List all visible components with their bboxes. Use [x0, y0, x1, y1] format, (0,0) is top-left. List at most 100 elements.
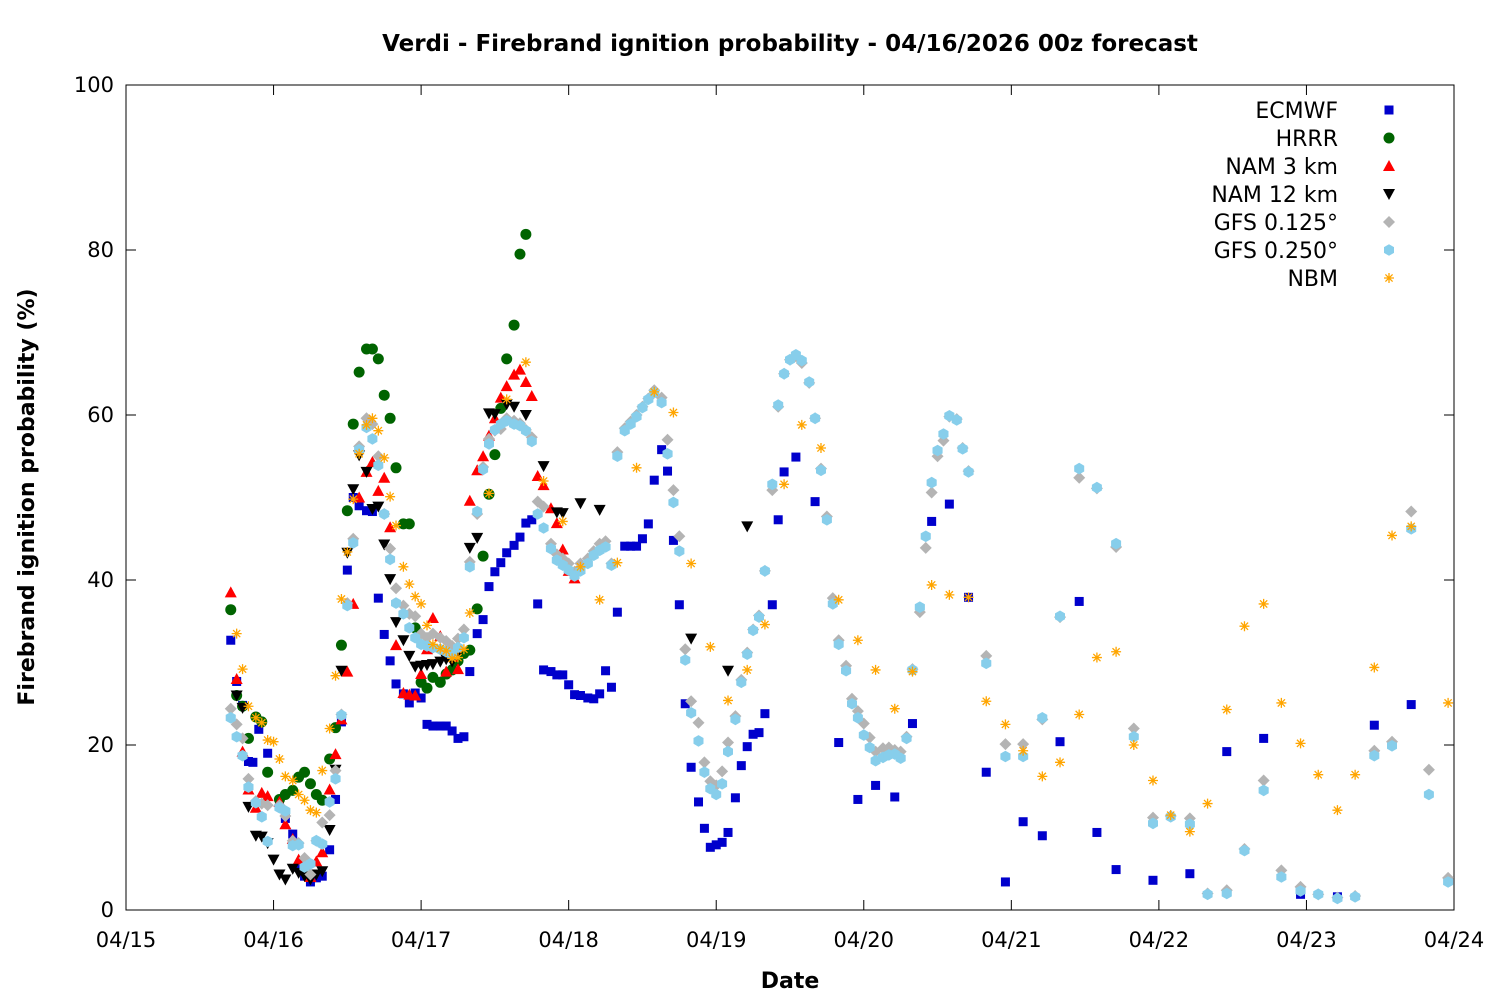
data-point — [858, 729, 869, 741]
data-point — [311, 807, 322, 818]
data-point — [329, 748, 342, 760]
data-point — [397, 635, 410, 647]
legend-label: NAM 12 km — [1211, 183, 1338, 208]
plot-area — [125, 84, 1455, 911]
legend-label: GFS 0.250° — [1214, 239, 1338, 264]
data-point — [767, 478, 778, 491]
data-point — [477, 550, 489, 562]
data-point — [250, 797, 261, 809]
data-point — [717, 778, 728, 790]
data-point — [907, 666, 918, 677]
data-point — [404, 622, 415, 634]
data-point — [1111, 865, 1121, 875]
data-point — [668, 535, 678, 545]
data-point — [293, 839, 304, 851]
data-point — [1184, 826, 1195, 837]
data-point — [754, 611, 764, 623]
data-point — [957, 443, 968, 455]
data-point — [1127, 722, 1140, 735]
legend-label: GFS 0.125° — [1214, 211, 1338, 236]
y-tick-label: 0 — [101, 898, 114, 922]
data-point — [692, 716, 705, 729]
data-point — [649, 475, 659, 485]
data-point — [404, 579, 415, 590]
data-point — [927, 516, 937, 526]
data-point — [513, 363, 526, 375]
data-point — [821, 514, 832, 526]
data-point — [601, 666, 611, 676]
data-point — [230, 673, 243, 684]
data-point — [537, 461, 550, 473]
x-tick-label: 04/22 — [1129, 928, 1190, 952]
data-point — [631, 462, 642, 473]
data-point — [457, 623, 470, 636]
data-point — [944, 589, 955, 600]
data-point — [673, 530, 686, 543]
data-point — [742, 648, 753, 660]
data-point — [426, 611, 439, 623]
data-point — [914, 601, 925, 613]
data-point — [421, 682, 433, 694]
data-point — [342, 546, 353, 557]
data-point — [679, 643, 692, 656]
data-point — [237, 749, 248, 762]
data-point — [938, 428, 949, 440]
data-point — [280, 771, 291, 782]
data-point — [632, 541, 642, 551]
data-point — [920, 530, 931, 543]
data-point — [453, 652, 463, 663]
y-tick-label: 20 — [87, 733, 114, 757]
data-point — [398, 561, 409, 572]
data-point — [656, 396, 667, 409]
data-point — [279, 874, 292, 886]
data-point — [759, 565, 770, 577]
data-point — [791, 452, 801, 462]
data-point — [944, 499, 954, 509]
data-point — [331, 794, 341, 804]
data-point — [410, 591, 421, 602]
data-point — [256, 811, 267, 823]
data-point — [589, 694, 599, 704]
data-point — [324, 723, 335, 734]
data-point — [255, 831, 268, 843]
data-point — [336, 709, 347, 722]
series-hrrr — [225, 228, 532, 806]
data-point — [1369, 662, 1380, 673]
data-point — [508, 401, 521, 413]
data-point — [773, 515, 783, 525]
data-point — [286, 863, 299, 875]
data-point — [1221, 887, 1232, 900]
x-tick-label: 04/17 — [391, 928, 452, 952]
data-point — [680, 654, 691, 666]
data-point — [447, 653, 458, 664]
data-point — [722, 665, 735, 677]
data-point — [373, 425, 384, 436]
data-point — [367, 413, 378, 424]
x-tick-label: 04/20 — [834, 928, 895, 952]
data-point — [472, 505, 483, 518]
data-point — [834, 738, 844, 748]
data-point — [1073, 471, 1086, 484]
data-point — [612, 450, 623, 462]
data-point — [1422, 763, 1435, 776]
data-point — [348, 494, 359, 505]
data-point — [464, 561, 475, 573]
data-point — [722, 736, 735, 749]
data-point — [478, 615, 488, 625]
data-point — [1369, 749, 1380, 762]
legend-marker — [1383, 160, 1395, 171]
data-point — [292, 853, 305, 865]
data-point — [1258, 598, 1269, 609]
data-point — [1037, 771, 1048, 782]
data-point — [261, 799, 274, 812]
data-point — [1184, 818, 1195, 830]
data-point — [520, 424, 531, 437]
series-nam-12-km — [230, 399, 754, 886]
data-point — [1111, 646, 1122, 657]
data-point — [890, 792, 900, 802]
data-point — [378, 539, 391, 551]
data-point — [299, 795, 310, 806]
data-point — [742, 742, 752, 752]
data-point — [1295, 738, 1306, 749]
data-point — [316, 866, 329, 878]
